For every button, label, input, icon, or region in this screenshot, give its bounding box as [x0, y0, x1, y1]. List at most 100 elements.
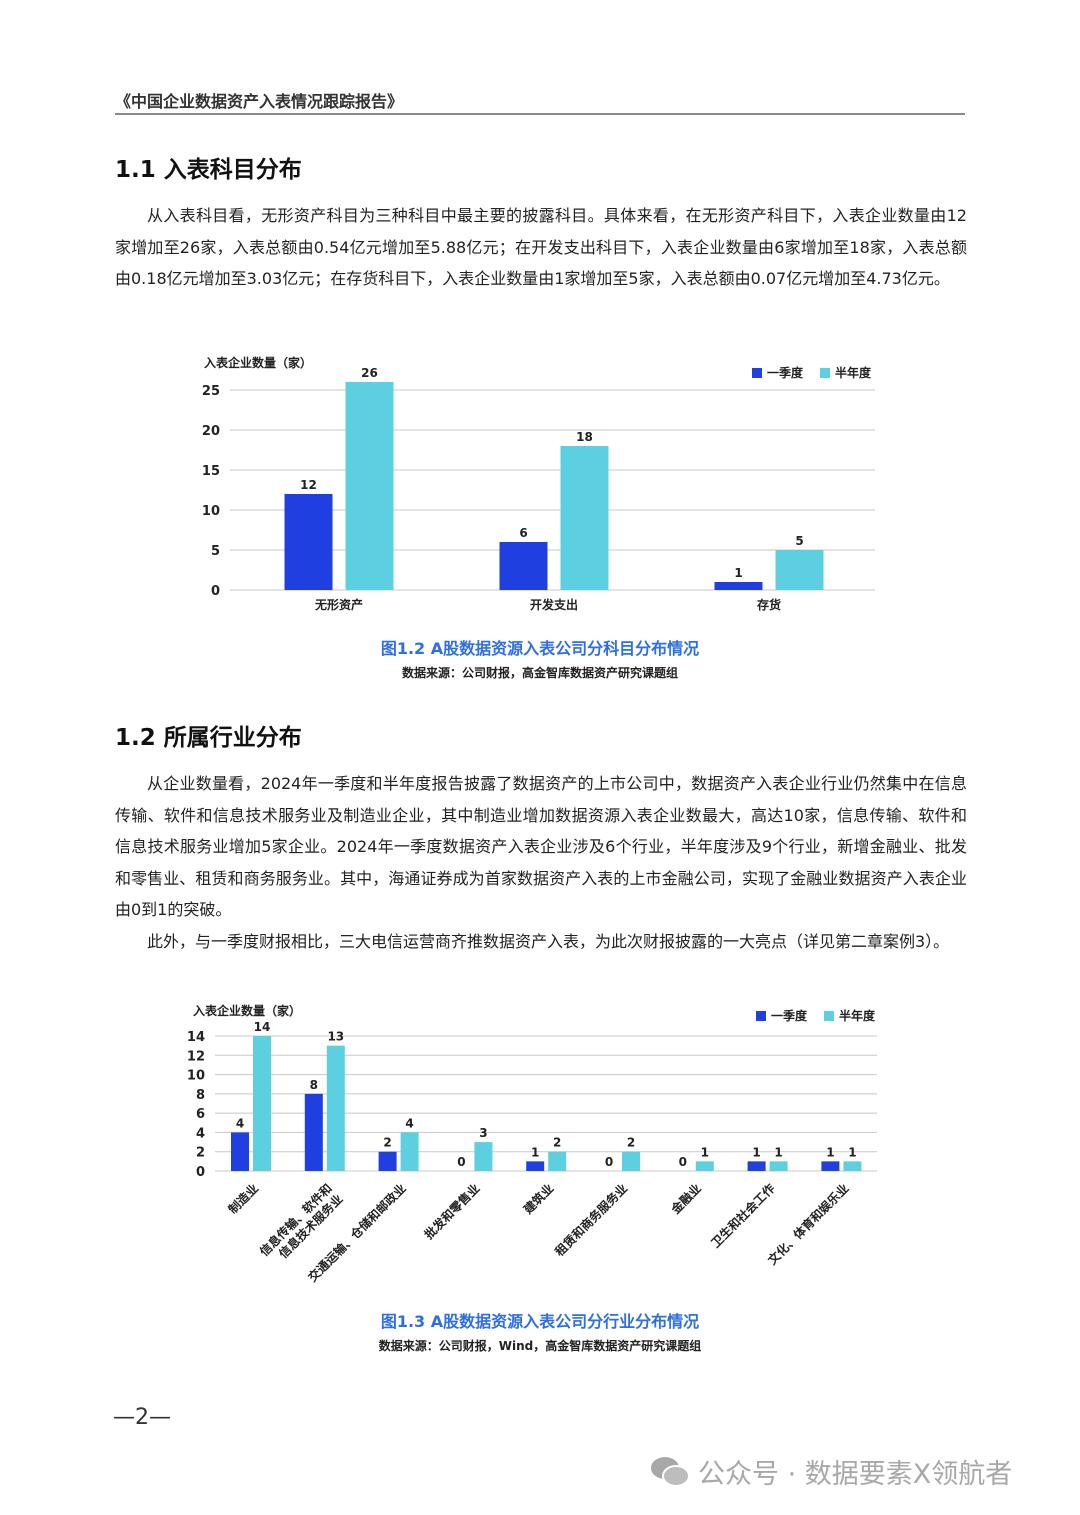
figure-caption: 图1.3 A股数据资源入表公司分行业分布情况: [380, 1312, 700, 1331]
bar-h1: [695, 1161, 714, 1171]
data-label: 2: [627, 1136, 635, 1150]
data-label: 2: [553, 1136, 561, 1150]
bar-q1: [284, 494, 333, 590]
y-tick-label: 25: [202, 384, 220, 399]
bar-q1: [821, 1161, 840, 1171]
bar-h1: [769, 1161, 788, 1171]
bar-h1: [560, 446, 609, 590]
data-label: 1: [701, 1145, 709, 1159]
bar-q1: [304, 1093, 323, 1171]
data-label: 0: [605, 1155, 613, 1169]
paragraph-text: 此外，与一季度财报相比，三大电信运营商齐推数据资产入表，为此次财报披露的一大亮点…: [147, 931, 950, 951]
chart-by-account: 入表企业数量（家）05101520251226无形资产618开发支出15存货一季…: [202, 355, 875, 612]
legend-label: 半年度: [835, 365, 872, 380]
x-tick-label: 建筑业: [520, 1181, 557, 1218]
x-tick-label: 文化、体育和娱乐业: [765, 1181, 852, 1268]
x-tick-label: 制造业: [225, 1181, 261, 1217]
data-label: 1: [848, 1145, 856, 1159]
data-label: 26: [361, 366, 378, 380]
bar-h1: [548, 1151, 567, 1171]
data-label: 4: [236, 1116, 244, 1130]
bar-h1: [326, 1045, 345, 1171]
y-tick-label: 6: [196, 1107, 205, 1122]
data-label: 1: [752, 1145, 760, 1159]
legend-swatch: [824, 1011, 834, 1021]
y-tick-label: 15: [202, 464, 220, 479]
y-tick-label: 5: [211, 544, 220, 559]
data-label: 13: [327, 1030, 344, 1044]
x-tick-label-line: 批发和零售业: [421, 1181, 483, 1243]
legend-swatch: [752, 368, 762, 378]
legend-label: 半年度: [839, 1008, 876, 1023]
data-label: 18: [576, 430, 593, 444]
bar-h1: [474, 1142, 493, 1171]
x-tick-label-line: 租赁和商务服务业: [552, 1181, 630, 1259]
bar-q1: [714, 582, 763, 590]
figure-source: 数据来源：公司财报，高金智库数据资产研究课题组: [401, 666, 678, 680]
page-number: —2—: [113, 1405, 171, 1430]
x-tick-label: 批发和零售业: [421, 1181, 483, 1243]
y-tick-label: 12: [187, 1049, 205, 1064]
figure-source: 数据来源：公司财报，Wind，高金智库数据资产研究课题组: [378, 1339, 702, 1353]
bar-q1: [747, 1161, 766, 1171]
data-label: 0: [679, 1155, 687, 1169]
data-label: 5: [795, 534, 803, 548]
paragraph-text: 从企业数量看，2024年一季度和半年度报告披露了数据资产的上市公司中，数据资产入…: [115, 774, 967, 920]
y-axis-title: 入表企业数量（家）: [204, 355, 312, 370]
y-tick-label: 10: [202, 504, 220, 519]
bar-q1: [499, 542, 548, 590]
data-label: 4: [405, 1116, 413, 1130]
x-tick-label: 开发支出: [530, 597, 578, 612]
section-heading: 1.1 入表科目分布: [115, 157, 302, 183]
legend-swatch: [820, 368, 830, 378]
watermark-text: 公众号 · 数据要素X领航者: [698, 1459, 1013, 1490]
legend-label: 一季度: [767, 365, 804, 380]
section-paragraph: 从企业数量看，2024年一季度和半年度报告披露了数据资产的上市公司中，数据资产入…: [115, 768, 967, 958]
x-tick-label-line: 文化、体育和娱乐业: [765, 1181, 852, 1268]
chart-by-industry: 入表企业数量（家）02468101214414制造业813信息传输、软件和信息技…: [187, 1003, 877, 1284]
x-tick-label: 金融业: [667, 1181, 704, 1218]
x-tick-label: 存货: [756, 597, 781, 612]
y-axis-title: 入表企业数量（家）: [193, 1003, 301, 1018]
figure-caption: 图1.2 A股数据资源入表公司分科目分布情况: [380, 639, 700, 658]
bar-h1: [345, 382, 394, 590]
y-tick-label: 2: [196, 1146, 205, 1161]
bar-h1: [843, 1161, 862, 1171]
x-tick-label: 无形资产: [314, 597, 363, 612]
y-tick-label: 14: [187, 1030, 205, 1045]
x-tick-label-line: 制造业: [225, 1181, 261, 1217]
bar-h1: [400, 1132, 419, 1171]
x-tick-label: 租赁和商务服务业: [552, 1181, 630, 1259]
legend-swatch: [756, 1011, 766, 1021]
legend-label: 一季度: [771, 1008, 808, 1023]
section-paragraph: 从入表科目看，无形资产科目为三种科目中最主要的披露科目。具体来看，在无形资产科目…: [115, 200, 967, 295]
wechat-icon: [651, 1456, 690, 1487]
watermark: 公众号 · 数据要素X领航者: [650, 1452, 1012, 1491]
data-label: 12: [300, 478, 317, 492]
data-label: 3: [479, 1126, 487, 1140]
bar-q1: [231, 1132, 249, 1171]
data-label: 0: [457, 1155, 465, 1169]
header-divider: [115, 113, 965, 115]
data-label: 1: [531, 1145, 539, 1159]
data-label: 1: [774, 1145, 782, 1159]
data-label: 2: [383, 1136, 391, 1150]
data-label: 8: [310, 1078, 318, 1092]
data-label: 1: [734, 566, 742, 580]
y-tick-label: 4: [196, 1126, 205, 1141]
bar-q1: [378, 1151, 397, 1171]
data-label: 1: [826, 1145, 834, 1159]
y-tick-label: 0: [196, 1165, 205, 1180]
x-tick-label-line: 金融业: [667, 1181, 704, 1218]
bar-q1: [526, 1161, 545, 1171]
x-tick-label-line: 建筑业: [520, 1181, 557, 1218]
x-tick-label-line: 卫生和社会工作: [708, 1181, 778, 1251]
bar-h1: [622, 1151, 640, 1171]
section-heading: 1.2 所属行业分布: [115, 725, 302, 751]
x-tick-label: 卫生和社会工作: [708, 1181, 778, 1251]
paragraph-text: 从入表科目看，无形资产科目为三种科目中最主要的披露科目。具体来看，在无形资产科目…: [115, 206, 967, 289]
data-label: 6: [519, 526, 527, 540]
bar-h1: [775, 550, 824, 590]
y-tick-label: 20: [202, 424, 220, 439]
y-tick-label: 0: [211, 584, 220, 599]
